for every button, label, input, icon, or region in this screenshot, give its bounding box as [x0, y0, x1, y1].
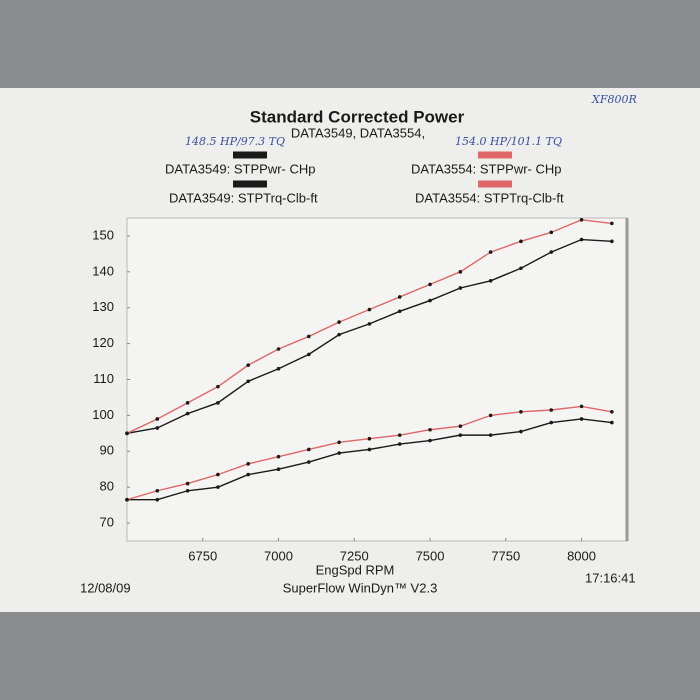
data-point	[337, 332, 341, 337]
x-tick-label: 7000	[264, 548, 293, 563]
data-point	[246, 462, 251, 466]
x-tick-label: 7750	[491, 548, 520, 563]
data-point	[337, 440, 341, 445]
legend-label: DATA3554: STPTrq-Clb-ft	[415, 190, 564, 205]
data-point	[579, 404, 584, 409]
time: 17:16:41	[585, 570, 636, 585]
data-point	[428, 298, 432, 303]
data-point	[216, 401, 220, 405]
data-point	[549, 250, 554, 254]
data-point	[397, 442, 402, 446]
data-point	[367, 436, 372, 441]
x-axis-label: EngSpd RPM	[316, 562, 395, 577]
data-point	[307, 352, 311, 357]
data-point	[428, 282, 432, 287]
data-point	[579, 237, 584, 242]
data-point	[458, 424, 463, 428]
y-tick-label: 70	[100, 514, 114, 529]
data-point	[397, 309, 402, 314]
x-tick-label: 7250	[340, 548, 369, 563]
x-tick-label: 7500	[416, 548, 445, 563]
data-point	[307, 447, 311, 452]
data-point	[246, 472, 251, 477]
data-point	[307, 334, 311, 339]
data-point	[155, 488, 160, 493]
data-point	[307, 460, 311, 464]
x-tick-label: 8000	[567, 548, 596, 563]
data-point	[185, 411, 190, 416]
data-point	[276, 454, 281, 459]
y-tick-label: 140	[92, 263, 114, 278]
data-point	[519, 410, 523, 414]
data-point	[519, 429, 523, 434]
data-point	[549, 420, 554, 425]
y-tick-label: 110	[93, 371, 114, 386]
data-point	[579, 217, 584, 222]
y-tick-label: 90	[100, 443, 114, 458]
x-tick-label: 6750	[188, 548, 217, 563]
data-point	[246, 363, 251, 367]
footer: SuperFlow WinDyn™ V2.3	[283, 580, 438, 595]
data-point	[367, 322, 372, 326]
data-point	[610, 239, 614, 244]
data-point	[337, 320, 341, 324]
data-point	[458, 270, 463, 274]
data-point	[549, 230, 554, 235]
data-point	[185, 481, 190, 486]
data-point	[216, 485, 220, 489]
data-point	[185, 401, 190, 405]
data-point	[276, 347, 281, 351]
data-point	[549, 408, 554, 412]
data-point	[216, 384, 220, 389]
data-point	[610, 420, 614, 425]
data-point	[458, 433, 463, 437]
data-point	[155, 426, 160, 430]
data-point	[397, 295, 402, 299]
legend-label: DATA3554: STPPwr- CHp	[411, 161, 562, 176]
data-point	[155, 417, 160, 421]
data-point	[276, 366, 281, 371]
data-point	[579, 417, 584, 421]
data-point	[488, 250, 493, 254]
y-tick-label: 130	[92, 299, 114, 314]
data-point	[367, 307, 372, 312]
data-point	[610, 221, 614, 226]
data-point	[155, 497, 160, 502]
data-point	[488, 433, 493, 437]
chart-subtitle: DATA3549, DATA3554,	[291, 125, 425, 140]
y-tick-label: 150	[92, 227, 114, 242]
data-point	[367, 447, 372, 452]
data-point	[276, 467, 281, 472]
y-tick-label: 100	[92, 407, 114, 422]
data-point	[428, 427, 432, 432]
legend-label: DATA3549: STPPwr- CHp	[165, 161, 316, 176]
annotation: 148.5 HP/97.3 TQ	[185, 135, 285, 148]
data-point	[185, 488, 190, 493]
data-point	[488, 279, 493, 283]
data-point	[488, 413, 493, 418]
data-point	[216, 472, 220, 477]
data-point	[610, 410, 614, 414]
data-point	[125, 431, 129, 436]
chart-title: Standard Corrected Power	[250, 107, 465, 126]
y-tick-label: 120	[92, 335, 114, 350]
data-point	[337, 451, 341, 455]
annotation: XF800R	[591, 93, 637, 106]
data-point	[458, 286, 463, 290]
data-point	[397, 433, 402, 437]
data-point	[125, 497, 129, 502]
plot-area	[126, 217, 628, 542]
y-tick-label: 80	[100, 479, 114, 494]
annotation: 154.0 HP/101.1 TQ	[455, 135, 562, 148]
data-point	[246, 379, 251, 384]
data-point	[428, 438, 432, 443]
data-point	[519, 239, 523, 244]
date: 12/08/09	[80, 580, 131, 595]
data-point	[519, 266, 523, 271]
legend-label: DATA3549: STPTrq-Clb-ft	[169, 190, 318, 205]
